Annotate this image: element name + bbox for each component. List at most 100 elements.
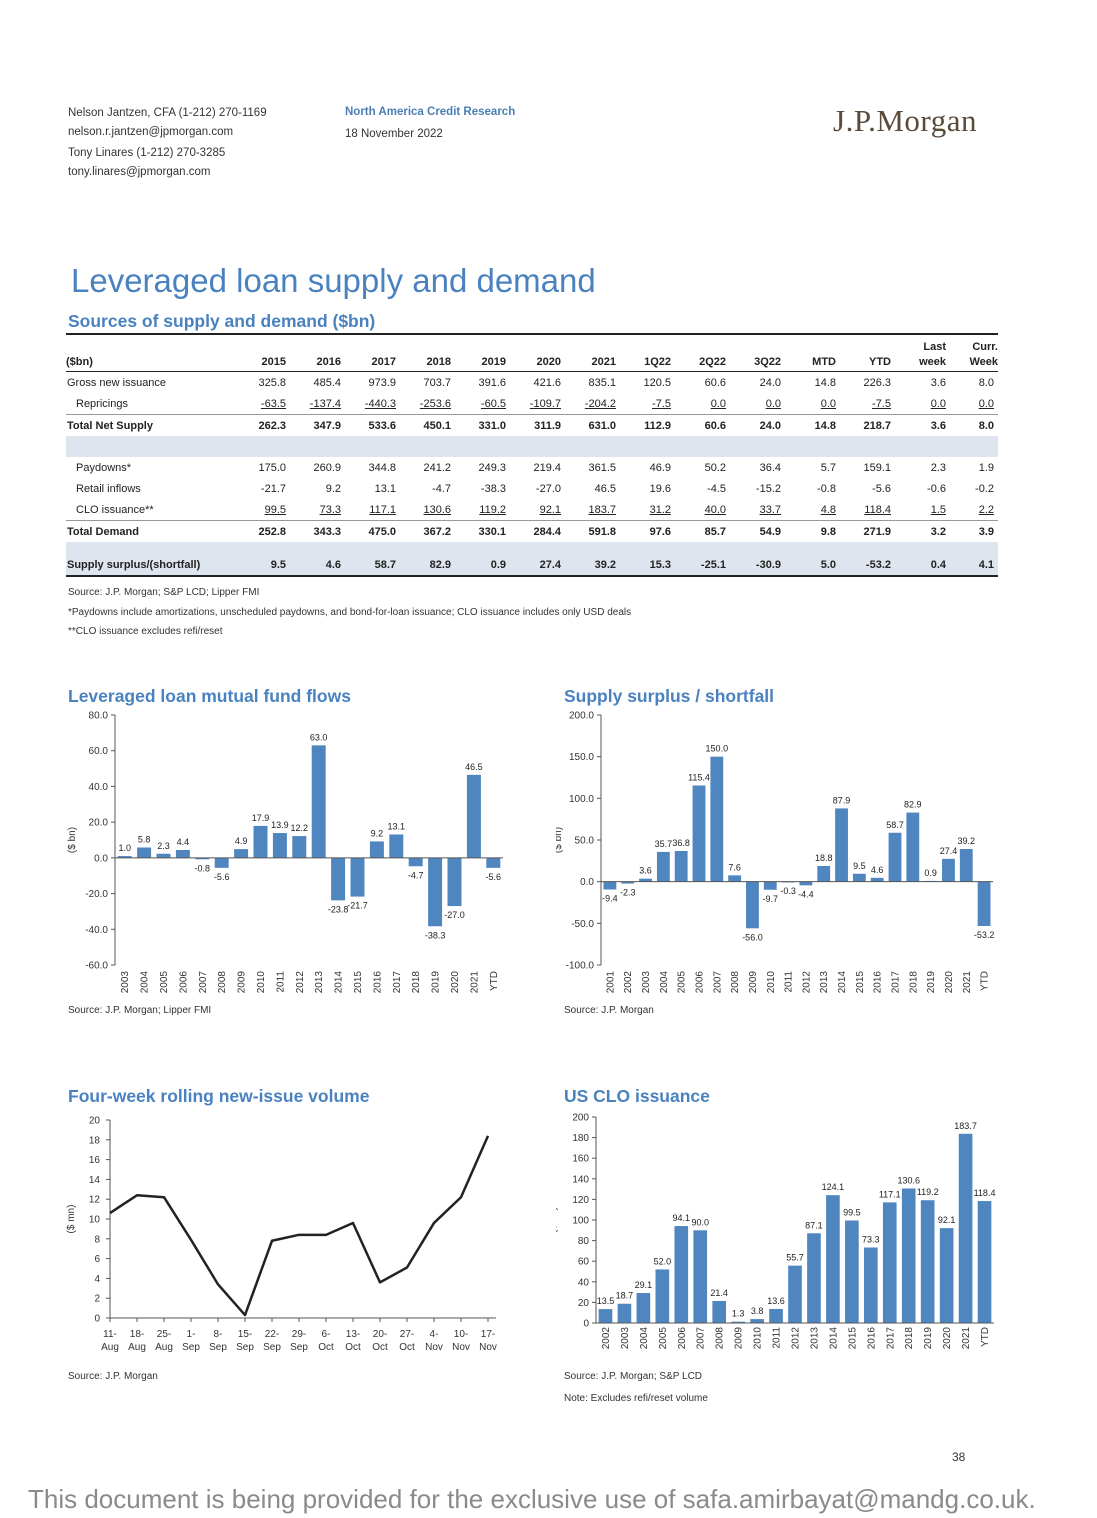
author-2-email[interactable]: tony.linares@jpmorgan.com (68, 166, 211, 178)
x-tick-label-day: 17- (481, 1329, 495, 1340)
cell-value: 0.0 (930, 397, 946, 410)
bar (486, 857, 501, 868)
cell-value: -204.2 (584, 397, 616, 410)
cell-value: -0.6 (927, 482, 946, 495)
bar (350, 857, 365, 897)
column-header: 2Q22 (671, 353, 726, 372)
x-tick-label-month: Aug (128, 1342, 146, 1353)
table-cell: -137.4 (286, 393, 341, 415)
y-tick-label: 200 (572, 1113, 589, 1124)
y-tick-label: 140 (572, 1174, 589, 1185)
cell-value: 703.7 (423, 376, 451, 389)
header-top-cell: Curr. (972, 341, 998, 353)
cell-value: 92.1 (539, 503, 561, 516)
table-row (66, 436, 998, 457)
header-top-cell (616, 335, 671, 353)
bar (389, 834, 404, 858)
header-top-cell (451, 335, 506, 353)
x-tick-label-month: Sep (263, 1342, 281, 1353)
table-cell: 14.8 (781, 414, 836, 436)
data-label: 36.8 (672, 838, 690, 848)
y-tick-label: 150.0 (569, 752, 594, 763)
data-label: 9.5 (853, 861, 866, 871)
cell-value: 0.0 (820, 397, 836, 410)
table-cell: 54.9 (726, 520, 781, 542)
data-label: 7.6 (728, 862, 741, 872)
cell-value: 3.6 (930, 376, 946, 389)
bar (942, 858, 955, 882)
x-tick-label: 2010 (256, 971, 267, 994)
table-cell: -204.2 (561, 393, 616, 415)
chart-title-clo: US CLO issuance (564, 1086, 710, 1106)
x-tick-label: 2016 (372, 971, 383, 994)
bar (674, 1226, 689, 1323)
table-cell: -25.1 (671, 554, 726, 577)
x-tick-label: 2018 (904, 1327, 915, 1350)
cell-value: 24.0 (759, 376, 781, 389)
x-tick-label-day: 20- (373, 1329, 387, 1340)
x-tick-label: 2005 (677, 971, 688, 994)
x-tick-label-day: 27- (400, 1329, 414, 1340)
table-cell: 2.3 (891, 457, 946, 478)
x-tick-label: 2006 (178, 971, 189, 994)
cell-value: 591.8 (588, 525, 616, 538)
y-axis-label: ($ mn) (66, 1205, 77, 1234)
table-cell: 1.5 (891, 499, 946, 521)
x-tick-label: 2002 (601, 1327, 612, 1350)
x-tick-label-day: 8- (214, 1329, 223, 1340)
bar (656, 851, 670, 882)
data-label: -9.4 (602, 894, 618, 904)
cell-value: 226.3 (863, 376, 891, 389)
data-label: 9.2 (371, 828, 384, 838)
column-header: 2018 (396, 353, 451, 372)
cell-value: 835.1 (588, 376, 616, 389)
table-note-1: *Paydowns include amortizations, unsched… (68, 607, 632, 618)
table-cell (836, 436, 891, 457)
bar (845, 1220, 859, 1323)
table-cell: 533.6 (341, 414, 396, 436)
cell-value: 24.0 (759, 419, 781, 432)
bar (750, 1319, 764, 1323)
table-cell (891, 542, 946, 554)
cell-value: 973.9 (368, 376, 396, 389)
cell-value: 631.0 (588, 419, 616, 432)
data-label: -9.7 (763, 894, 779, 904)
bar (788, 1265, 802, 1323)
cell-value: 118.4 (864, 503, 891, 516)
data-label: -5.6 (214, 872, 230, 882)
cell-value: 4.1 (978, 558, 994, 571)
bar (195, 857, 210, 860)
column-header: MTD (781, 353, 836, 372)
cell-value: -63.5 (260, 397, 286, 410)
y-tick-label: 20.0 (89, 818, 109, 829)
cell-value: -30.9 (755, 558, 781, 571)
x-tick-label: 2018 (908, 971, 919, 994)
table-row (66, 542, 998, 554)
bar (466, 774, 481, 858)
cell-value: 218.7 (863, 419, 891, 432)
table-cell: 252.8 (224, 520, 286, 542)
cell-value: 120.5 (643, 376, 671, 389)
y-tick-label: 0.0 (94, 853, 108, 864)
x-tick-label: 2017 (891, 971, 902, 994)
author-1-email[interactable]: nelson.r.jantzen@jpmorgan.com (68, 126, 234, 138)
cell-value: 343.3 (313, 525, 341, 538)
data-label: 3.8 (751, 1306, 764, 1316)
table-title: Sources of supply and demand ($bn) (68, 311, 376, 331)
x-tick-label: 2010 (766, 971, 777, 994)
x-tick-label: 2017 (392, 971, 403, 994)
cell-value: 112.9 (644, 419, 671, 432)
department: North America Credit Research (345, 106, 516, 118)
cell-value: 4.6 (325, 558, 341, 571)
table-cell: 24.0 (726, 372, 781, 394)
x-tick-label-day: 4- (430, 1329, 439, 1340)
data-label: 82.9 (904, 800, 922, 810)
chart-title-new-issue: Four-week rolling new-issue volume (68, 1086, 370, 1106)
table-cell (341, 436, 396, 457)
y-tick-label: -100.0 (566, 961, 595, 972)
table-cell: -38.3 (451, 478, 506, 499)
bar (639, 878, 652, 882)
x-tick-label: 2020 (942, 1327, 953, 1350)
bar (292, 836, 307, 858)
